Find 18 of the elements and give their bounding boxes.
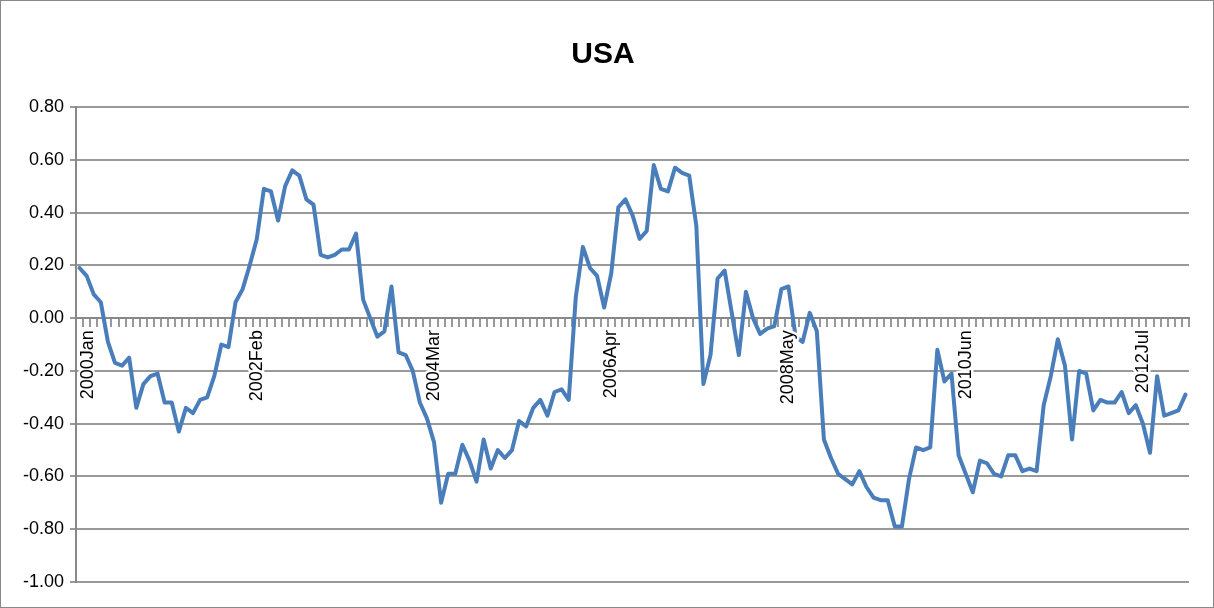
y-tick-label: 0.20 [28,254,65,275]
y-tick-label: -0.40 [23,412,65,433]
chart-title: USA [571,36,635,70]
y-tick-label: 0.00 [28,307,65,328]
x-tick-label: 2004Mar [422,330,443,402]
x-tick-label: 2002Feb [245,330,266,402]
x-tick-label: 2008May [777,330,798,405]
y-tick-label: 0.40 [28,201,65,222]
y-tick-label: 0.60 [28,148,65,169]
x-tick-label: 2010Jun [954,330,975,400]
x-tick-label: 2000Jan [77,330,97,400]
x-tick-label: 2006Apr [600,330,621,399]
y-tick-label: -0.20 [23,359,65,380]
y-tick-label: 0.80 [28,95,65,116]
y-tick-label: -0.60 [23,465,65,486]
x-tick-label: 2012Jul [1131,330,1152,394]
y-tick-label: -1.00 [23,570,65,591]
y-tick-label: -0.80 [23,518,65,539]
